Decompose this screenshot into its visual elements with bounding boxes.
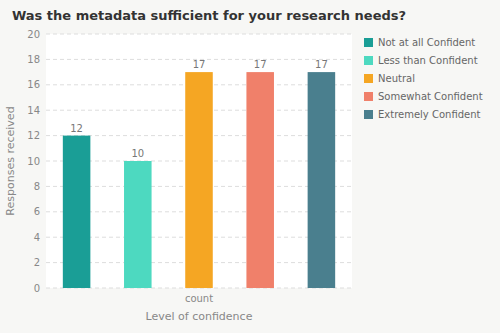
bars: [63, 72, 335, 288]
data-label: 12: [70, 123, 83, 134]
data-label: 10: [131, 148, 144, 159]
background: [0, 0, 500, 333]
plot-area: [46, 34, 352, 288]
legend-label: Extremely Confident: [378, 109, 481, 120]
y-tick-label: 16: [27, 79, 40, 90]
y-tick-label: 8: [34, 181, 40, 192]
grid-line: [46, 34, 352, 35]
legend-swatch: [364, 92, 373, 101]
bar: [124, 161, 152, 288]
x-axis-label: Level of confidence: [146, 310, 253, 323]
bar: [185, 72, 213, 288]
y-tick-label: 4: [34, 232, 40, 243]
x-tick-label: count: [185, 293, 213, 304]
legend-swatch: [364, 56, 373, 65]
data-label: 17: [193, 59, 206, 70]
y-tick-label: 18: [27, 54, 40, 65]
data-label: 17: [315, 59, 328, 70]
y-tick-label: 12: [27, 130, 40, 141]
legend-swatch: [364, 74, 373, 83]
y-tick-label: 0: [34, 283, 40, 294]
grid: [46, 34, 352, 288]
legend-label: Less than Confident: [378, 55, 478, 66]
legend-swatch: [364, 38, 373, 47]
legend-swatch: [364, 110, 373, 119]
y-tick-label: 14: [27, 105, 40, 116]
bar: [246, 72, 274, 288]
data-label: 17: [254, 59, 267, 70]
y-axis-label: Responses received: [4, 106, 17, 215]
y-tick-label: 10: [27, 156, 40, 167]
y-tick-label: 2: [34, 257, 40, 268]
title: Was the metadata sufficient for your res…: [12, 8, 406, 23]
legend: Not at all Confident Less than Confident N…: [364, 37, 483, 120]
legend-label: Not at all Confident: [378, 37, 475, 48]
legend-label: Neutral: [378, 73, 415, 84]
bar: [63, 136, 91, 288]
y-tick-label: 20: [27, 29, 40, 40]
legend-label: Somewhat Confident: [378, 91, 483, 102]
bar: [308, 72, 336, 288]
y-tick-label: 6: [34, 206, 40, 217]
chart: 0 2 4 6 8 10 12 14 16 18 20 12 10 17 17 17 count Level of…: [0, 0, 500, 333]
